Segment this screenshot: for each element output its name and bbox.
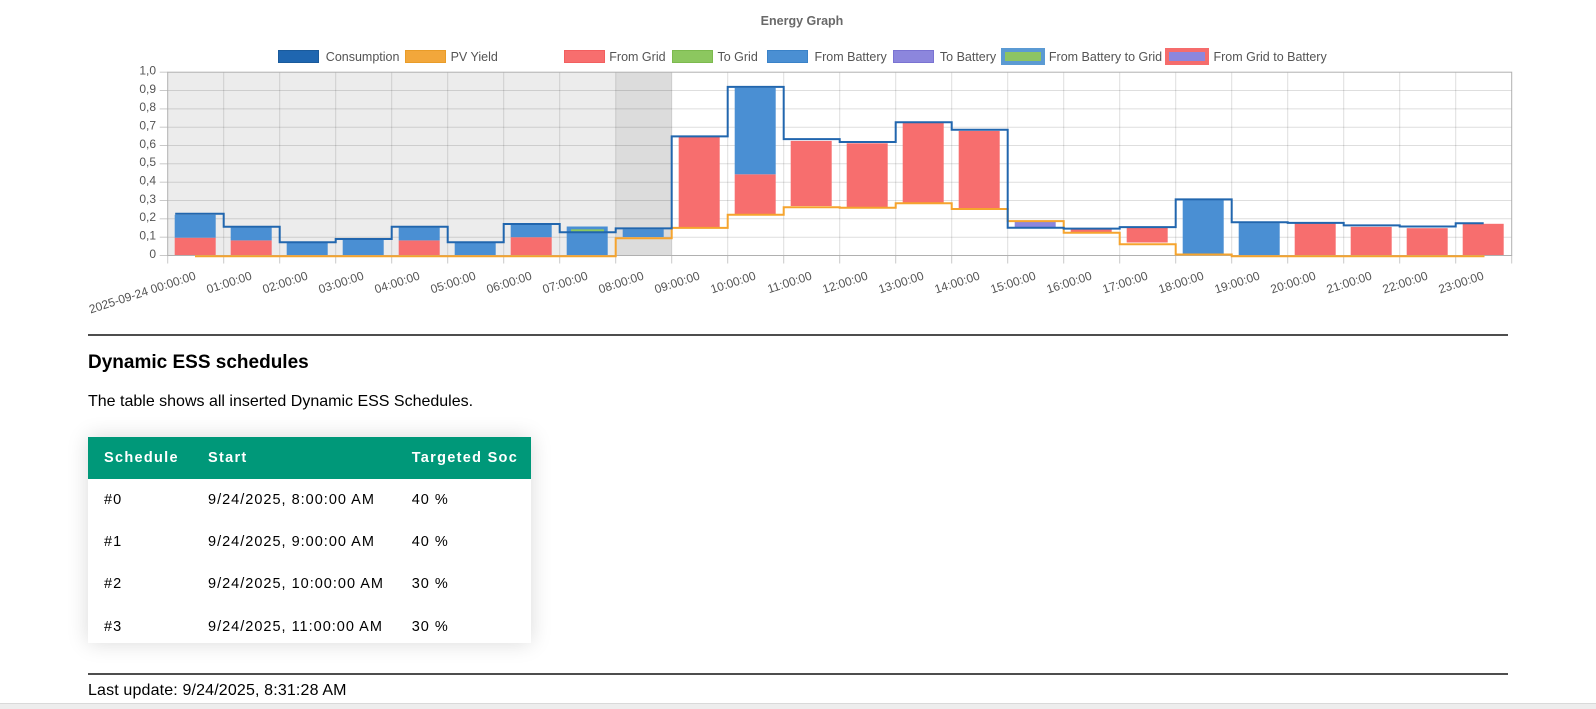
- svg-text:05:00:00: 05:00:00: [429, 269, 478, 297]
- svg-text:10:00:00: 10:00:00: [709, 269, 758, 297]
- svg-text:0,3: 0,3: [139, 192, 156, 206]
- svg-text:0,2: 0,2: [139, 210, 156, 224]
- svg-text:11:00:00: 11:00:00: [766, 269, 814, 297]
- svg-text:0,6: 0,6: [139, 137, 156, 151]
- svg-text:03:00:00: 03:00:00: [317, 269, 366, 297]
- svg-text:04:00:00: 04:00:00: [373, 269, 422, 297]
- svg-text:0,9: 0,9: [139, 82, 156, 96]
- svg-text:08:00:00: 08:00:00: [597, 269, 646, 297]
- svg-text:0,4: 0,4: [139, 174, 156, 188]
- svg-text:0,7: 0,7: [139, 119, 156, 133]
- svg-text:21:00:00: 21:00:00: [1325, 269, 1374, 297]
- svg-text:09:00:00: 09:00:00: [653, 269, 702, 297]
- svg-text:2025-09-24 00:00:00: 2025-09-24 00:00:00: [87, 269, 198, 317]
- svg-text:12:00:00: 12:00:00: [821, 269, 870, 297]
- svg-text:22:00:00: 22:00:00: [1381, 269, 1430, 297]
- svg-text:02:00:00: 02:00:00: [261, 269, 310, 297]
- svg-text:0: 0: [149, 247, 156, 261]
- svg-text:15:00:00: 15:00:00: [989, 269, 1038, 297]
- svg-text:1,0: 1,0: [139, 64, 156, 78]
- svg-text:0,8: 0,8: [139, 100, 156, 114]
- svg-text:19:00:00: 19:00:00: [1213, 269, 1262, 297]
- svg-text:14:00:00: 14:00:00: [933, 269, 982, 297]
- svg-text:13:00:00: 13:00:00: [877, 269, 926, 297]
- svg-text:06:00:00: 06:00:00: [485, 269, 534, 297]
- svg-text:20:00:00: 20:00:00: [1269, 269, 1318, 297]
- svg-text:01:00:00: 01:00:00: [205, 269, 254, 297]
- svg-text:17:00:00: 17:00:00: [1101, 269, 1150, 297]
- svg-text:0,1: 0,1: [139, 229, 156, 243]
- svg-text:0,5: 0,5: [139, 155, 156, 169]
- svg-text:07:00:00: 07:00:00: [541, 269, 590, 297]
- svg-text:23:00:00: 23:00:00: [1437, 269, 1486, 297]
- svg-text:16:00:00: 16:00:00: [1045, 269, 1094, 297]
- svg-text:18:00:00: 18:00:00: [1157, 269, 1206, 297]
